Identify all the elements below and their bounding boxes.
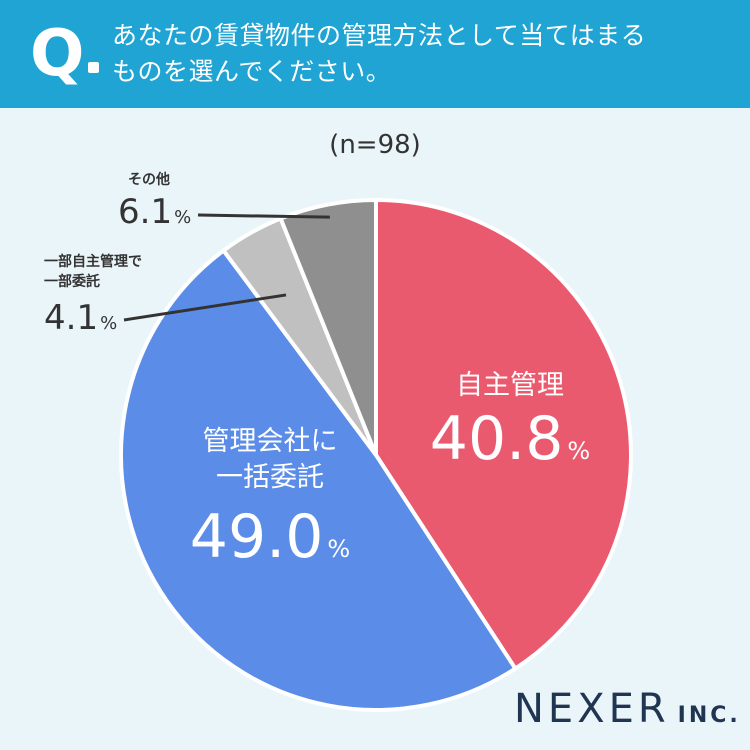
slice-name-full-outsource-line2: 一括委託 [216, 462, 324, 493]
value-number: 49.0 [189, 502, 324, 572]
pie-slice-full-outsource [118, 248, 518, 713]
logo-suffix: INC. [677, 703, 741, 728]
question-line-2: ものを選んでください。 [112, 57, 392, 86]
slice-value-partial: 4.1% [44, 298, 117, 344]
percent-sign: % [174, 207, 192, 228]
leader-line-other [197, 213, 330, 219]
percent-sign: % [567, 437, 591, 465]
slice-name-other: その他 [128, 172, 170, 188]
percent-sign: % [100, 313, 118, 334]
question-text: あなたの賃貸物件の管理方法として当てはまる ものを選んでください。 [112, 18, 732, 90]
question-line-1: あなたの賃貸物件の管理方法として当てはまる [112, 21, 647, 50]
pie-slice-other [278, 198, 378, 457]
slice-name-self-managed: 自主管理 [456, 370, 564, 401]
sample-size: (n=98) [329, 130, 421, 160]
question-mark-letter: Q [30, 17, 85, 91]
slice-value-full-outsource: 49.0% [150, 502, 390, 584]
question-dot [88, 62, 99, 73]
slice-label-full-outsource: 管理会社に 一括委託 49.0% [150, 424, 390, 584]
leader-lines [123, 213, 330, 322]
value-number: 40.8 [429, 404, 564, 474]
slice-name-partial-line2: 一部委託 [44, 274, 100, 290]
leader-line-partial [123, 293, 287, 322]
slice-value-self-managed: 40.8% [400, 404, 620, 486]
question-header: Q あなたの賃貸物件の管理方法として当てはまる ものを選んでください。 [0, 0, 750, 108]
value-number: 6.1 [118, 192, 173, 232]
slice-label-self-managed: 自主管理 40.8% [400, 368, 620, 486]
percent-sign: % [327, 535, 351, 563]
slice-label-other: その他 [128, 170, 170, 190]
slice-label-partial: 一部自主管理で 一部委託 [44, 252, 142, 292]
slice-name-full-outsource-line1: 管理会社に [202, 426, 338, 457]
slice-value-other: 6.1% [118, 192, 191, 238]
pie-slices [118, 198, 633, 713]
slice-name-partial-line1: 一部自主管理で [44, 254, 142, 270]
nexer-logo: NEXER INC. [514, 686, 741, 732]
value-number: 4.1 [44, 298, 99, 338]
logo-main: NEXER [514, 686, 670, 732]
